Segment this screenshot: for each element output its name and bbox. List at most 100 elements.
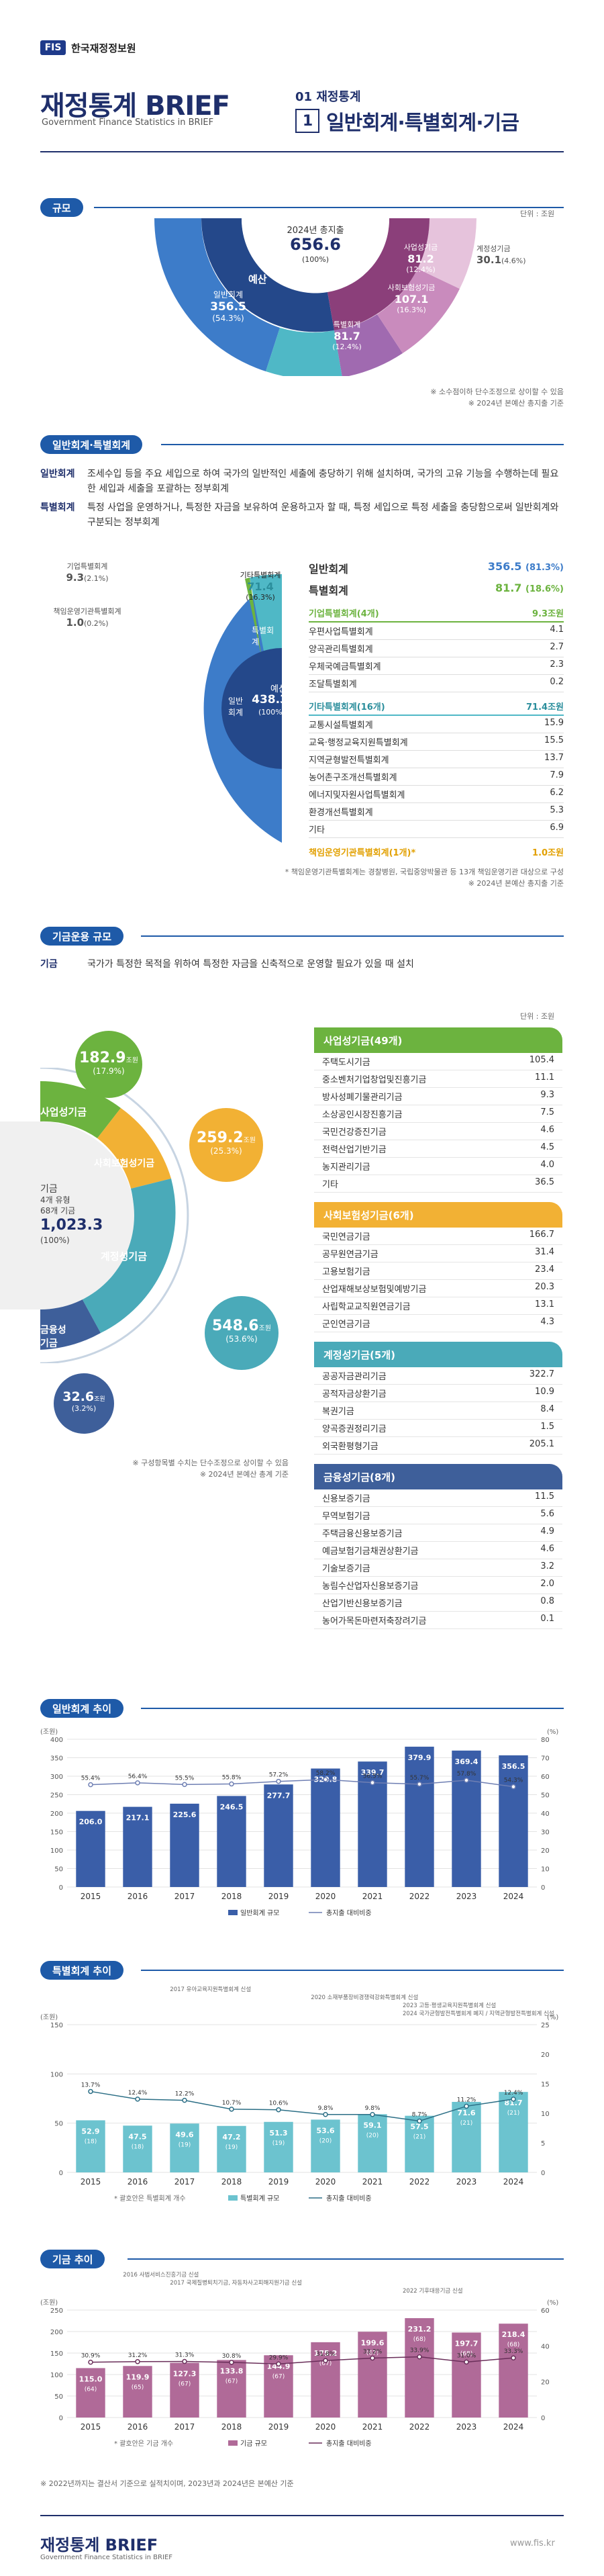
item-name: 일반회계 (213, 290, 244, 300)
fund-row-value: 4.3 (540, 1317, 554, 1327)
table-row: 농어촌구조개선특별회계 7.9 (309, 768, 564, 786)
logo-text: 한국재정정보원 (71, 42, 136, 54)
fund-row: 중소벤처기업창업및진흥기금 11.1 (314, 1070, 562, 1088)
y-tick-label: 100 (50, 2071, 63, 2078)
donut-center-pct: (100%) (301, 255, 330, 264)
y-unit: (조원) (40, 2013, 58, 2021)
fund-row-name: 주택금융신용보증기금 (322, 1529, 403, 1539)
donut-sahoe (377, 269, 460, 353)
row-value: 7.9 (550, 770, 564, 780)
fund-note2: ※ 2024년 본예산 총계 기준 (199, 1470, 289, 1479)
row-name: 에너지및자원사업특별회계 (309, 790, 405, 800)
item-pct: (4.6%) (501, 257, 526, 265)
pill-line (141, 935, 564, 937)
pct-label: 58.2% (316, 1770, 336, 1777)
x-tick-label: 2015 (81, 1892, 101, 1901)
bubble-value: 32.6 (62, 1389, 95, 1404)
fund-group: 사업성기금(49개) 주택도시기금 105.4 중소벤처기업창업및진흥기금 11.1 방사… (314, 1027, 562, 1193)
pct-label: 9.8% (365, 2105, 381, 2112)
scale-item-ilban: 일반회계 356.5 (54.3%) (201, 289, 255, 323)
bar-value-label: 369.4 (455, 1757, 479, 1766)
summary-value: 81.7 (495, 582, 522, 594)
scale-donut (154, 218, 476, 376)
def-term: 기금 (40, 959, 58, 970)
fund-row-value: 105.4 (529, 1055, 554, 1065)
pill-line (128, 2258, 564, 2260)
item-value: 107.1 (394, 293, 429, 306)
y2-unit: (%) (547, 2299, 558, 2307)
fund-row: 방사성폐기물관리기금 9.3 (314, 1088, 562, 1105)
pct-label: 33.9% (410, 2348, 430, 2354)
pct-point (182, 1782, 187, 1788)
bubble-value: 548.6 (212, 1318, 259, 1334)
bar (170, 2123, 199, 2172)
fund-row-value: 10.9 (535, 1387, 554, 1397)
pct-label: 57.8% (457, 1771, 476, 1778)
fund-row-value: 1.5 (540, 1422, 554, 1432)
fund-row: 신용보증기금 11.5 (314, 1489, 562, 1507)
fund-row-value: 13.1 (535, 1299, 554, 1309)
fund-row: 공적자금상환기금 10.9 (314, 1385, 562, 1402)
fund-row-name: 복권기금 (322, 1407, 354, 1417)
y-tick-label: 100 (50, 2372, 63, 2379)
annotation: 2017 국제질병퇴치기금, 자동차사고피해지원기금 신설 (170, 2279, 302, 2287)
donut-gyejeong (417, 218, 476, 289)
bar (76, 1810, 105, 1887)
y-tick-label: 200 (50, 2329, 63, 2336)
table-row: 환경개선특별회계 5.3 (309, 803, 564, 821)
bar-value-label: 225.6 (173, 1810, 197, 1819)
bar (499, 2092, 528, 2172)
scale-item-saeop: 사업성기금 81.2 (12.4%) (397, 242, 444, 274)
accounts-half-pie (203, 573, 282, 843)
count-label: (21) (507, 2110, 519, 2117)
x-tick-label: 2022 (409, 2177, 430, 2187)
bar-value-label: 356.5 (502, 1762, 525, 1771)
x-tick-label: 2022 (409, 1892, 430, 1901)
page-title: 재정통계 BRIEF (40, 91, 230, 122)
fund-row-name: 전력산업기반기금 (322, 1145, 387, 1155)
fund-inner-fill (0, 1121, 134, 1309)
section-title: 1 일반회계·특별회계·기금 (295, 106, 519, 136)
pct-point (417, 2118, 422, 2124)
bar (76, 2120, 105, 2172)
x-tick-label: 2023 (456, 2177, 477, 2187)
y2-tick-label: 60 (541, 2307, 550, 2315)
pct-label: 33.2% (363, 2348, 383, 2355)
fund-row-name: 기술보증기금 (322, 1564, 370, 1574)
footer-brand: 재정통계 BRIEF (40, 2536, 158, 2555)
bar (499, 1755, 528, 1887)
legend-line-label: 총지출 대비비중 (326, 2195, 372, 2203)
bar (170, 2362, 199, 2418)
section-pill-scale: 규모 (40, 198, 83, 217)
fund-row: 농지관리기금 4.0 (314, 1158, 562, 1175)
fund-row-value: 4.6 (540, 1125, 554, 1135)
logo-mark: FIS (40, 40, 66, 55)
count-label: (65) (132, 2384, 144, 2391)
legend-bar-label: 기금 규모 (240, 2440, 267, 2448)
count-label: (19) (225, 2144, 238, 2151)
pct-point (417, 2354, 422, 2360)
fund-row: 고용보험기금 23.4 (314, 1262, 562, 1280)
fund-row-value: 4.6 (540, 1544, 554, 1554)
fund-donut (0, 1068, 189, 1363)
fund-row-name: 주택도시기금 (322, 1058, 370, 1068)
bar-value-label: 133.8 (220, 2366, 244, 2375)
bubble-pct: (53.6%) (225, 1334, 258, 1344)
table-row: 양곡관리특별회계 2.7 (309, 640, 564, 657)
fund-center-value: 1,023.3 (40, 1217, 103, 1234)
bar (123, 1806, 152, 1887)
fund-row: 산업기반신용보증기금 0.8 (314, 1594, 562, 1612)
fund-arc-label-geumyung: 금융성기금 (40, 1325, 66, 1349)
pct-label: 12.2% (175, 2091, 195, 2098)
pill-line (94, 207, 564, 208)
fund-row-value: 11.1 (535, 1072, 554, 1083)
item-value: 356.5 (210, 300, 246, 314)
y-tick-label: 250 (50, 2307, 63, 2315)
pct-label: 31.8% (316, 2351, 336, 2358)
head-name: 기업특별회계(4개) (309, 609, 379, 619)
pct-point (464, 1778, 469, 1783)
y-unit: (조원) (40, 2299, 58, 2307)
table-row: 우체국예금특별회계 2.3 (309, 657, 564, 675)
bar-value-label: 71.6 (457, 2109, 475, 2117)
pie-pct: (2.1%) (84, 574, 109, 583)
